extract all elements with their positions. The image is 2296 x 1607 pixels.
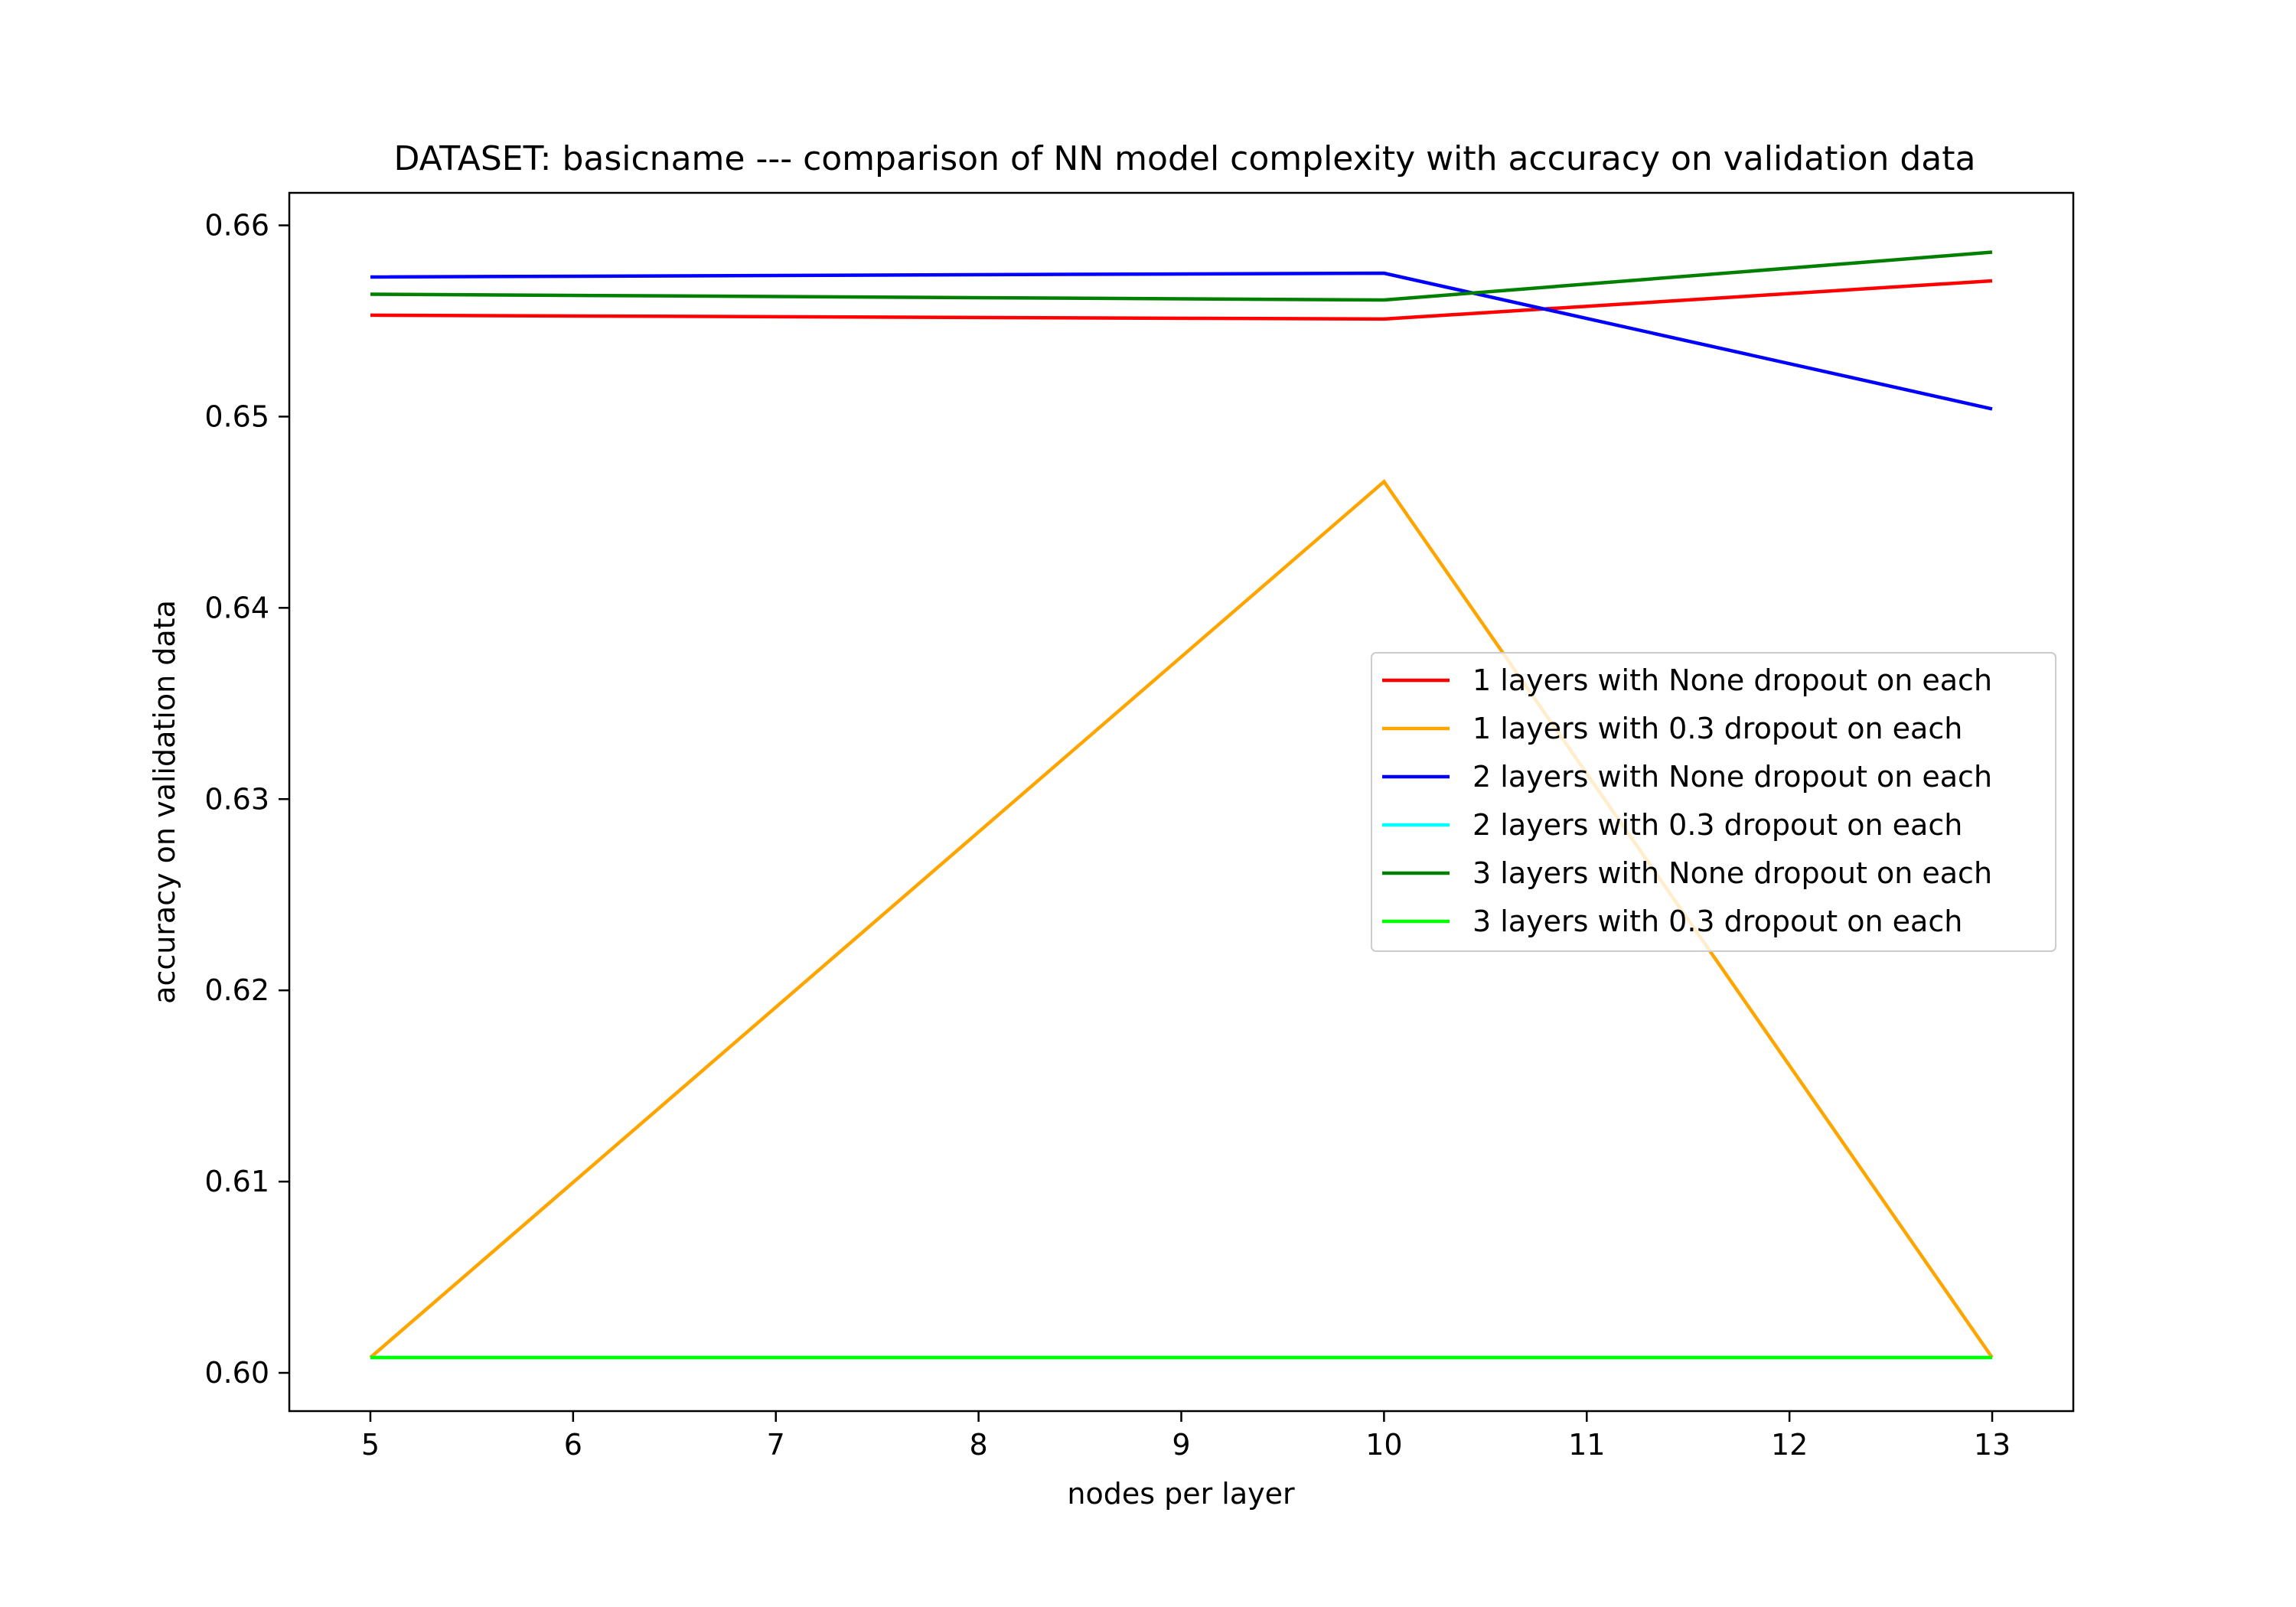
y-tick-label: 0.65 — [204, 399, 269, 433]
series-line-2 — [369, 479, 1994, 1359]
series-line-5 — [370, 250, 1993, 302]
legend-label: 3 layers with 0.3 dropout on each — [1473, 905, 1962, 938]
x-tick-label: 6 — [564, 1428, 582, 1462]
legend-label: 1 layers with 0.3 dropout on each — [1473, 712, 1962, 745]
legend-label: 2 layers with None dropout on each — [1473, 760, 1992, 794]
y-axis: 0.60 0.61 0.62 0.63 0.64 0.65 0.66 — [204, 208, 289, 1390]
legend: 1 layers with None dropout on each 1 laye… — [1371, 652, 2056, 952]
y-tick-label: 0.64 — [204, 591, 269, 624]
series-line-3 — [370, 271, 1993, 411]
chart-title: DATASET: basicname --- comparison of NN … — [394, 139, 1976, 178]
legend-label: 1 layers with None dropout on each — [1473, 663, 1992, 697]
legend-label: 3 layers with None dropout on each — [1473, 856, 1992, 890]
x-axis: 5 6 7 8 9 10 11 12 13 — [361, 1411, 2011, 1462]
x-tick-label: 8 — [970, 1428, 988, 1462]
y-tick-label: 0.61 — [204, 1165, 269, 1198]
x-tick-label: 13 — [1974, 1428, 2011, 1462]
series-layer — [369, 250, 1994, 1360]
y-tick-label: 0.60 — [204, 1356, 269, 1390]
y-tick-label: 0.66 — [204, 208, 269, 242]
x-tick-label: 5 — [361, 1428, 380, 1462]
y-tick-label: 0.63 — [204, 782, 269, 816]
y-axis-label: accuracy on validation data — [148, 600, 181, 1004]
x-axis-label: nodes per layer — [1067, 1477, 1295, 1511]
x-tick-label: 10 — [1365, 1428, 1402, 1462]
legend-label: 2 layers with 0.3 dropout on each — [1473, 808, 1962, 842]
x-tick-label: 11 — [1568, 1428, 1605, 1462]
legend-box — [1371, 652, 2056, 952]
x-tick-label: 9 — [1172, 1428, 1190, 1462]
x-tick-label: 7 — [767, 1428, 785, 1462]
y-tick-label: 0.62 — [204, 973, 269, 1007]
x-tick-label: 12 — [1771, 1428, 1808, 1462]
series-line-1 — [370, 279, 1993, 321]
